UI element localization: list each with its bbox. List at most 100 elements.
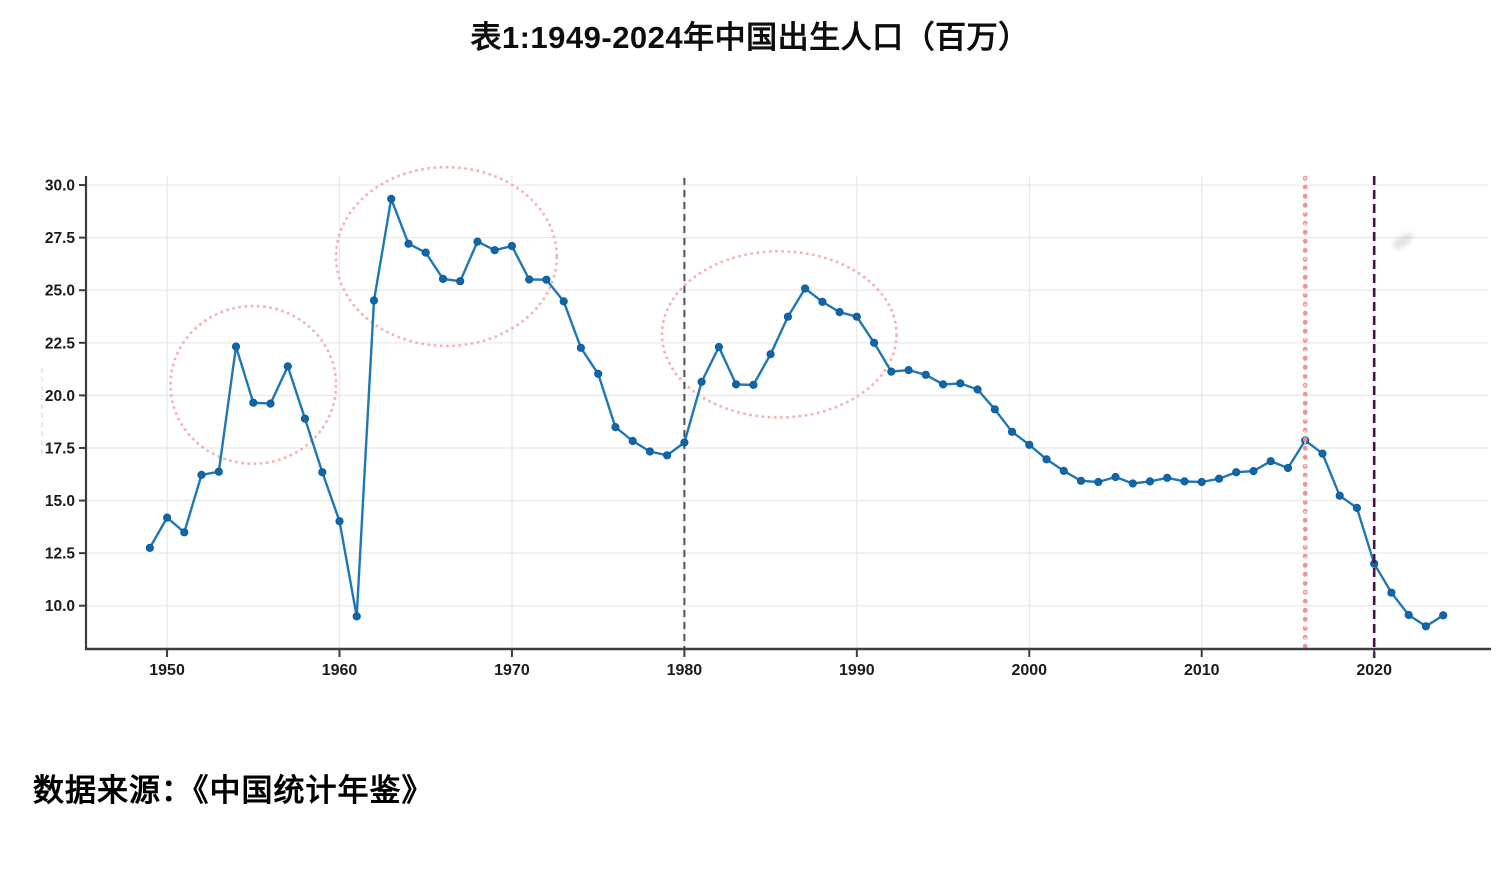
data-point-2009 bbox=[1180, 477, 1189, 486]
data-point-1973 bbox=[559, 297, 568, 306]
data-point-1971 bbox=[525, 275, 534, 284]
y-tick-label: 22.5 bbox=[45, 335, 76, 352]
y-tick-label: 17.5 bbox=[45, 440, 76, 457]
data-point-1997 bbox=[973, 385, 982, 394]
data-point-2022 bbox=[1404, 610, 1413, 620]
y-tick-label: 12.5 bbox=[45, 546, 76, 563]
data-point-1998 bbox=[990, 405, 999, 414]
data-point-1968 bbox=[473, 237, 482, 246]
data-point-2019 bbox=[1352, 503, 1362, 512]
data-point-1986 bbox=[783, 312, 793, 321]
x-tick-label: 2020 bbox=[1356, 662, 1392, 679]
data-point-1966 bbox=[438, 274, 448, 283]
data-point-1991 bbox=[870, 338, 879, 347]
data-point-1989 bbox=[835, 308, 844, 317]
scan-artifact-smudge bbox=[1392, 232, 1414, 250]
data-point-1953 bbox=[214, 467, 223, 476]
data-point-1979 bbox=[663, 451, 672, 460]
data-point-2014 bbox=[1266, 457, 1275, 466]
data-point-2007 bbox=[1145, 477, 1155, 486]
data-point-1978 bbox=[645, 447, 655, 456]
data-point-2011 bbox=[1214, 474, 1224, 483]
data-point-1982 bbox=[714, 342, 724, 352]
data-point-1956 bbox=[266, 399, 275, 408]
x-tick-label: 1970 bbox=[494, 662, 530, 679]
data-point-1964 bbox=[404, 239, 413, 248]
y-tick-label: 30.0 bbox=[45, 178, 75, 195]
x-tick-label: 2010 bbox=[1184, 662, 1220, 679]
data-point-1958 bbox=[300, 414, 310, 423]
data-point-1993 bbox=[904, 366, 913, 375]
data-point-1950 bbox=[163, 513, 172, 522]
data-point-1980 bbox=[680, 438, 689, 447]
data-point-1951 bbox=[180, 528, 189, 537]
data-point-1976 bbox=[611, 423, 620, 432]
data-point-2008 bbox=[1163, 473, 1172, 482]
data-point-2023 bbox=[1421, 622, 1431, 631]
data-point-2004 bbox=[1094, 477, 1103, 487]
data-point-2002 bbox=[1059, 466, 1068, 475]
data-point-1974 bbox=[576, 343, 586, 352]
data-point-2003 bbox=[1076, 476, 1086, 485]
data-point-1988 bbox=[818, 297, 827, 306]
data-point-1957 bbox=[283, 362, 292, 371]
boom-2-ellipse bbox=[334, 165, 559, 348]
x-tick-label: 2000 bbox=[1011, 662, 1047, 679]
data-point-1994 bbox=[921, 370, 930, 379]
data-point-1952 bbox=[197, 470, 206, 479]
chart-title: 表1:1949-2024年中国出生人口（百万） bbox=[470, 20, 1030, 55]
data-point-1981 bbox=[697, 377, 706, 386]
birth-population-line-chart: 10.0 12.5 15.0 17.5 20.0 22.5 25.0 27.5 30.0 1950… bbox=[41, 165, 1491, 679]
data-point-1972 bbox=[542, 275, 551, 284]
data-point-1949 bbox=[145, 543, 154, 553]
data-point-2013 bbox=[1249, 467, 1258, 476]
data-point-2000 bbox=[1025, 440, 1034, 449]
data-point-1969 bbox=[490, 246, 499, 255]
data-point-1954 bbox=[231, 342, 241, 351]
data-point-1955 bbox=[249, 398, 258, 407]
boom-1-ellipse bbox=[169, 304, 338, 466]
data-point-1970 bbox=[507, 241, 516, 251]
x-tick-label: 1960 bbox=[322, 662, 358, 679]
data-point-1990 bbox=[852, 312, 861, 321]
data-point-1996 bbox=[956, 379, 965, 388]
data-point-1960 bbox=[335, 517, 344, 526]
data-point-1965 bbox=[421, 248, 430, 257]
data-point-1975 bbox=[594, 369, 603, 378]
data-point-1985 bbox=[766, 350, 775, 359]
x-tick-label: 1950 bbox=[149, 662, 185, 679]
data-source-note: 数据来源：《中国统计年鉴》 bbox=[33, 773, 434, 808]
data-point-2021 bbox=[1387, 588, 1396, 597]
y-tick-label: 25.0 bbox=[45, 283, 75, 300]
y-tick-label: 15.0 bbox=[45, 493, 75, 510]
data-point-2024 bbox=[1439, 611, 1448, 620]
data-point-1963 bbox=[387, 194, 396, 203]
data-point-1962 bbox=[369, 296, 379, 305]
data-point-2017 bbox=[1318, 449, 1327, 458]
x-tick-label: 1980 bbox=[667, 662, 703, 679]
data-point-2006 bbox=[1128, 479, 1137, 488]
data-point-2005 bbox=[1111, 472, 1120, 482]
data-point-2018 bbox=[1335, 491, 1344, 500]
data-point-1987 bbox=[801, 284, 810, 293]
data-point-1999 bbox=[1007, 427, 1017, 436]
data-point-1992 bbox=[887, 367, 896, 376]
data-point-1959 bbox=[318, 468, 327, 477]
data-point-1961 bbox=[352, 612, 361, 621]
data-point-2015 bbox=[1283, 463, 1293, 473]
y-tick-label: 10.0 bbox=[45, 598, 75, 615]
boom-3-ellipse bbox=[660, 250, 898, 419]
x-tick-label: 1990 bbox=[839, 662, 875, 679]
data-point-1984 bbox=[749, 380, 758, 389]
y-tick-label: 27.5 bbox=[45, 230, 76, 247]
data-point-2012 bbox=[1232, 468, 1241, 477]
y-tick-label: 20.0 bbox=[45, 388, 75, 405]
data-point-1977 bbox=[628, 436, 637, 446]
data-point-1995 bbox=[939, 380, 948, 389]
birth-series-line bbox=[148, 197, 1445, 628]
data-point-1983 bbox=[732, 380, 741, 389]
data-point-2001 bbox=[1042, 455, 1051, 464]
data-point-1967 bbox=[456, 277, 465, 286]
data-point-2010 bbox=[1197, 477, 1206, 487]
